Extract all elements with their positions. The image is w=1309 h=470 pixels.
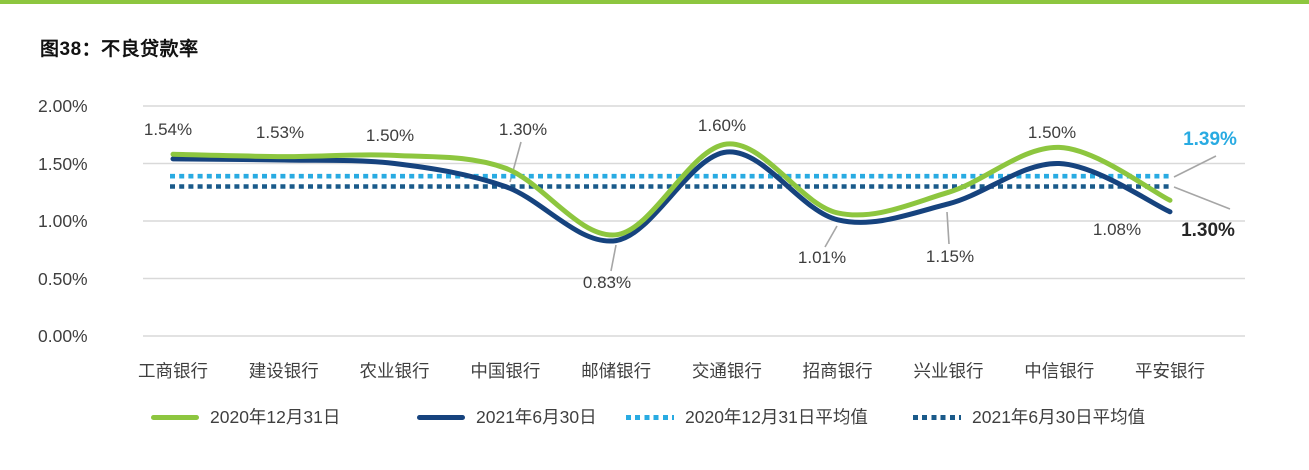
legend-item-2020-avg: 2020年12月31日平均值 [626, 406, 868, 428]
series-line-2021-06-30 [170, 149, 1173, 244]
x-axis-category-label: 邮储银行 [581, 361, 652, 381]
leader-line [1173, 155, 1217, 178]
data-point-label: 0.83% [582, 273, 632, 292]
x-axis-category-label: 中国银行 [470, 361, 541, 381]
legend-item-2020: 2020年12月31日 [151, 406, 340, 428]
legend-item-2021: 2021年6月30日 [417, 406, 597, 428]
series-line-2020-12-31 [170, 141, 1173, 238]
legend-item-2021-avg: 2021年6月30日平均值 [913, 406, 1145, 428]
x-axis-category-label: 工商银行 [138, 361, 208, 381]
data-point-label: 1.53% [255, 123, 305, 142]
leader-line [1173, 186, 1231, 210]
legend-swatch-2020-avg-dotted [626, 414, 674, 420]
average-value-label: 1.30% [1181, 220, 1235, 241]
legend-label-2020: 2020年12月31日 [210, 407, 341, 427]
average-value-label: 1.39% [1183, 129, 1237, 150]
x-axis-category-label: 交通银行 [691, 361, 762, 381]
legend-swatch-2020-line [151, 414, 199, 420]
data-point-label: 1.30% [498, 120, 548, 139]
y-axis-tick-label: 0.00% [38, 326, 88, 346]
data-point-label: 1.60% [697, 116, 747, 135]
legend-label-2021: 2021年6月30日 [476, 407, 597, 427]
x-axis-category-label: 招商银行 [802, 361, 873, 381]
leader-line [824, 225, 838, 248]
data-point-label: 1.01% [797, 248, 847, 267]
x-axis-category-label: 平安银行 [1135, 361, 1206, 381]
data-point-label: 1.08% [1092, 220, 1142, 239]
legend-label-2020-avg: 2020年12月31日平均值 [685, 407, 868, 427]
x-axis-category-label: 中信银行 [1024, 361, 1095, 381]
data-point-label: 1.15% [925, 247, 975, 266]
x-axis-category-label: 兴业银行 [913, 361, 984, 381]
data-point-label: 1.54% [143, 120, 193, 139]
figure-title: 图38：不良贷款率 [40, 39, 199, 60]
legend-swatch-2021-line [417, 414, 465, 420]
x-axis-category-label: 农业银行 [359, 361, 430, 381]
y-axis-tick-label: 1.00% [38, 211, 88, 231]
y-axis-tick-label: 0.50% [38, 268, 88, 289]
y-axis-tick-label: 2.00% [38, 96, 88, 116]
x-axis-category-label: 建设银行 [248, 361, 319, 381]
legend-label-2021-avg: 2021年6月30日平均值 [972, 407, 1146, 427]
legend-swatch-2021-avg-dotted [913, 414, 961, 420]
leader-line [946, 211, 950, 245]
leader-line [610, 244, 617, 272]
data-point-label: 1.50% [1027, 123, 1077, 142]
data-point-label: 1.50% [365, 126, 415, 145]
y-axis-tick-label: 1.50% [38, 153, 88, 174]
top-accent-rule [0, 0, 1309, 4]
